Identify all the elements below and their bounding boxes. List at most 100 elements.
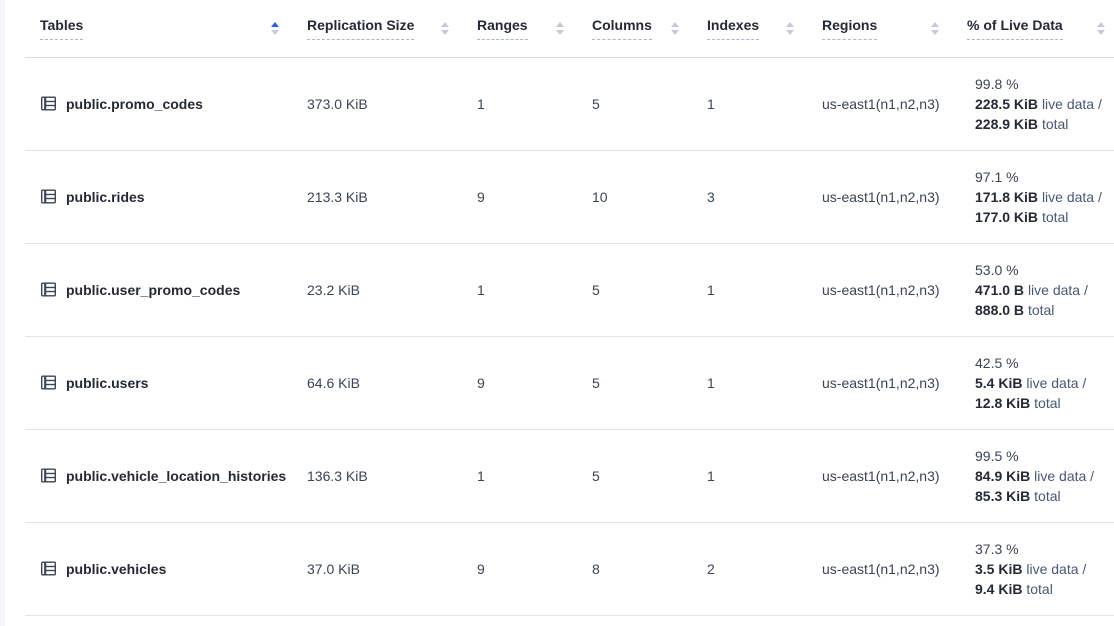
indexes-cell: 2	[695, 522, 810, 616]
replication-size-value: 23.2 KiB	[307, 281, 360, 298]
indexes-value: 1	[707, 374, 715, 391]
live-data-size: 84.9 KiB live data /	[975, 467, 1095, 484]
live-data-percent: 42.5 %	[975, 354, 1019, 371]
indexes-cell: 1	[695, 336, 810, 430]
table-name-link[interactable]: public.vehicles	[66, 560, 167, 577]
indexes-cell: 3	[695, 150, 810, 244]
sort-icon[interactable]	[556, 21, 564, 35]
indexes-value: 3	[707, 188, 715, 205]
columns-cell: 5	[580, 429, 695, 523]
regions-value: us-east1(n1,n2,n3)	[822, 560, 940, 577]
regions-cell: us-east1(n1,n2,n3)	[810, 57, 955, 151]
table-name-cell[interactable]: public.rides	[25, 150, 295, 244]
sort-icon[interactable]	[1097, 21, 1105, 35]
indexes-value: 1	[707, 281, 715, 298]
replication-size-cell: 213.3 KiB	[295, 150, 465, 244]
live-data-cell: 53.0 % 471.0 B live data / 888.0 B total	[955, 243, 1114, 337]
sort-icon[interactable]	[441, 21, 449, 35]
regions-cell: us-east1(n1,n2,n3)	[810, 522, 955, 616]
live-data-size: 471.0 B live data /	[975, 281, 1088, 298]
column-header-ranges[interactable]: Ranges	[465, 0, 580, 58]
ranges-cell: 1	[465, 243, 580, 337]
ranges-cell: 1	[465, 57, 580, 151]
table-grid-icon	[40, 188, 57, 205]
ranges-value: 9	[477, 374, 485, 391]
live-data-percent: 53.0 %	[975, 261, 1019, 278]
ranges-cell: 9	[465, 522, 580, 616]
total-data-size: 12.8 KiB total	[975, 394, 1061, 411]
column-header-indexes-label: Indexes	[707, 16, 760, 41]
sort-icon[interactable]	[671, 21, 679, 35]
table-row: public.vehicle_location_histories 136.3 …	[25, 429, 1114, 523]
ranges-value: 1	[477, 467, 485, 484]
total-data-size: 85.3 KiB total	[975, 487, 1061, 504]
columns-value: 5	[592, 281, 600, 298]
columns-cell: 5	[580, 57, 695, 151]
ranges-value: 9	[477, 560, 485, 577]
table-row: public.rides 213.3 KiB 9 10 3 us-east1(n…	[25, 150, 1114, 244]
sort-asc-active-icon[interactable]	[271, 21, 279, 35]
table-grid-icon	[40, 560, 57, 577]
replication-size-value: 136.3 KiB	[307, 467, 368, 484]
table-name-link[interactable]: public.users	[66, 374, 149, 391]
ranges-cell: 9	[465, 336, 580, 430]
column-header-replication-size[interactable]: Replication Size	[295, 0, 465, 58]
replication-size-cell: 37.0 KiB	[295, 522, 465, 616]
column-header-ranges-label: Ranges	[477, 16, 528, 41]
table-grid-icon	[40, 95, 57, 112]
ranges-cell: 1	[465, 429, 580, 523]
regions-cell: us-east1(n1,n2,n3)	[810, 243, 955, 337]
table-name-cell[interactable]: public.vehicles	[25, 522, 295, 616]
table-name-cell[interactable]: public.user_promo_codes	[25, 243, 295, 337]
live-data-cell: 37.3 % 3.5 KiB live data / 9.4 KiB total	[955, 522, 1114, 616]
table-name-link[interactable]: public.user_promo_codes	[66, 281, 241, 298]
table-name-cell[interactable]: public.promo_codes	[25, 57, 295, 151]
indexes-value: 1	[707, 95, 715, 112]
replication-size-cell: 373.0 KiB	[295, 57, 465, 151]
sort-icon[interactable]	[786, 21, 794, 35]
column-header-live-data[interactable]: % of Live Data	[955, 0, 1114, 58]
table-name-link[interactable]: public.promo_codes	[66, 95, 203, 112]
columns-cell: 5	[580, 336, 695, 430]
columns-value: 5	[592, 467, 600, 484]
replication-size-cell: 23.2 KiB	[295, 243, 465, 337]
columns-cell: 10	[580, 150, 695, 244]
live-data-size: 5.4 KiB live data /	[975, 374, 1087, 391]
live-data-percent: 37.3 %	[975, 540, 1019, 557]
replication-size-value: 37.0 KiB	[307, 560, 360, 577]
total-data-size: 888.0 B total	[975, 301, 1055, 318]
sort-icon[interactable]	[931, 21, 939, 35]
regions-value: us-east1(n1,n2,n3)	[822, 188, 940, 205]
live-data-cell: 97.1 % 171.8 KiB live data / 177.0 KiB t…	[955, 150, 1114, 244]
indexes-cell: 1	[695, 243, 810, 337]
header-row: Tables Replication Size Ranges Columns	[25, 0, 1114, 58]
replication-size-cell: 136.3 KiB	[295, 429, 465, 523]
table-name-link[interactable]: public.rides	[66, 188, 145, 205]
ranges-cell: 9	[465, 150, 580, 244]
table-grid-icon	[40, 374, 57, 391]
ranges-value: 1	[477, 95, 485, 112]
live-data-size: 3.5 KiB live data /	[975, 560, 1087, 577]
column-header-tables[interactable]: Tables	[25, 0, 295, 58]
columns-value: 10	[592, 188, 608, 205]
table-row: public.vehicles 37.0 KiB 9 8 2 us-east1(…	[25, 522, 1114, 616]
total-data-size: 9.4 KiB total	[975, 580, 1053, 597]
columns-cell: 8	[580, 522, 695, 616]
columns-cell: 5	[580, 243, 695, 337]
regions-value: us-east1(n1,n2,n3)	[822, 95, 940, 112]
table-grid-icon	[40, 281, 57, 298]
table-name-cell[interactable]: public.users	[25, 336, 295, 430]
table-name-link[interactable]: public.vehicle_location_histories	[66, 467, 287, 484]
left-edge-strip	[0, 0, 5, 626]
columns-value: 8	[592, 560, 600, 577]
regions-cell: us-east1(n1,n2,n3)	[810, 150, 955, 244]
column-header-indexes[interactable]: Indexes	[695, 0, 810, 58]
live-data-percent: 99.8 %	[975, 75, 1019, 92]
total-data-size: 177.0 KiB total	[975, 208, 1069, 225]
table-name-cell[interactable]: public.vehicle_location_histories	[25, 429, 295, 523]
live-data-cell: 42.5 % 5.4 KiB live data / 12.8 KiB tota…	[955, 336, 1114, 430]
column-header-regions[interactable]: Regions	[810, 0, 955, 58]
regions-cell: us-east1(n1,n2,n3)	[810, 429, 955, 523]
column-header-columns[interactable]: Columns	[580, 0, 695, 58]
column-header-columns-label: Columns	[592, 16, 652, 41]
